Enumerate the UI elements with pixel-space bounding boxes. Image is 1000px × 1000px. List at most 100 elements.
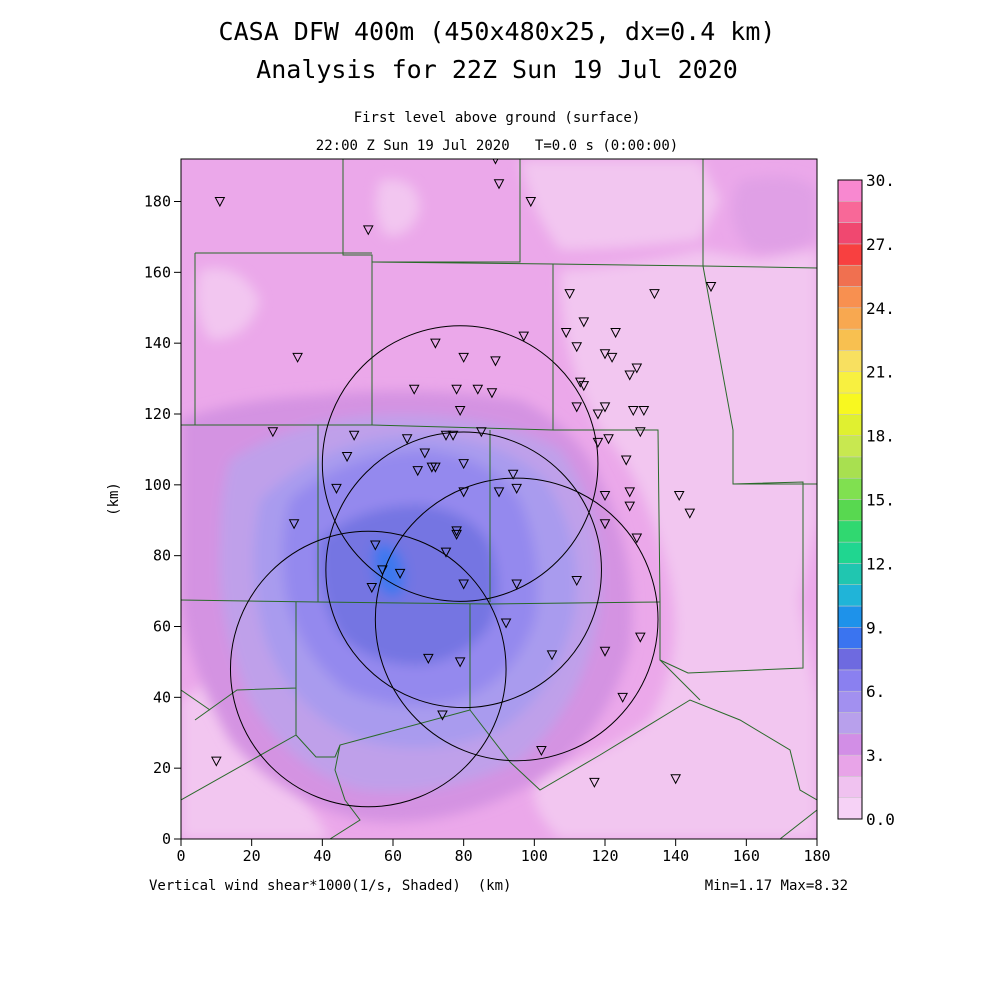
- station-marker: [617, 692, 628, 703]
- station-marker: [370, 540, 381, 551]
- station-marker: [578, 381, 590, 392]
- colorbar-label: 0.0: [866, 810, 895, 829]
- station-marker: [649, 289, 660, 300]
- x-tick-label: 120: [591, 847, 618, 865]
- colorbar-swatch: [837, 520, 863, 543]
- station-marker: [458, 459, 469, 470]
- station-marker: [610, 328, 621, 339]
- station-marker: [635, 427, 646, 438]
- station-marker: [673, 490, 685, 502]
- station-marker: [476, 427, 487, 438]
- level-text: First level above ground (surface): [354, 110, 641, 126]
- station-marker: [511, 579, 522, 590]
- station-marker: [490, 356, 501, 367]
- station-marker: [592, 437, 604, 448]
- station-marker: [440, 547, 452, 558]
- colorbar-label: 15.: [866, 491, 895, 510]
- station-marker: [430, 462, 441, 473]
- station-marker: [599, 349, 611, 360]
- colorbar-swatch: [837, 477, 863, 500]
- colorbar-label: 9.: [866, 618, 885, 637]
- chart-title: CASA DFW 400m (450x480x25, dx=0.4 km): [219, 17, 776, 46]
- colorbar-frame: [837, 179, 863, 820]
- station-marker: [423, 653, 434, 664]
- station-marker: [589, 777, 600, 788]
- y-tick-label: 100: [144, 476, 171, 494]
- station-marker: [486, 388, 498, 399]
- station-marker: [430, 338, 441, 349]
- colorbar-swatch: [837, 627, 863, 649]
- y-tick-label: 180: [144, 193, 171, 211]
- station-marker: [440, 430, 452, 441]
- station-marker: [214, 197, 226, 208]
- y-tick-label: 80: [153, 547, 171, 565]
- station-marker: [574, 377, 586, 388]
- x-tick-label: 20: [243, 847, 261, 865]
- station-marker: [592, 409, 604, 420]
- station-marker: [635, 632, 646, 643]
- station-marker: [458, 487, 469, 498]
- station-marker: [408, 384, 420, 395]
- colorbar-swatch: [837, 648, 863, 671]
- station-marker: [599, 519, 611, 530]
- station-marker: [454, 657, 466, 668]
- colorbar-label: 30.: [866, 171, 895, 190]
- station-marker: [606, 352, 618, 363]
- colorbar-label: 12.: [866, 554, 895, 573]
- colorbar-swatch: [837, 264, 863, 287]
- colorbar-swatch: [837, 563, 863, 585]
- station-marker: [624, 370, 636, 381]
- station-marker: [571, 575, 583, 587]
- colorbar-swatch: [837, 733, 863, 756]
- colorbar-label: 6.: [866, 682, 885, 701]
- x-tick-label: 0: [176, 847, 185, 865]
- station-marker: [458, 352, 469, 363]
- station-marker: [454, 405, 466, 417]
- x-axis: 0 20 40 60 80 100 120 140 160 180: [176, 839, 831, 865]
- colorbar-swatch: [837, 371, 863, 394]
- colorbar-label: 24.: [866, 299, 895, 318]
- station-marker: [518, 331, 530, 342]
- colorbar-swatch: [837, 690, 863, 713]
- station-marker: [624, 487, 636, 498]
- station-marker: [500, 618, 512, 629]
- chart-subtitle: Analysis for 22Z Sun 19 Jul 2020: [256, 55, 738, 84]
- station-marker: [472, 384, 484, 395]
- station-marker: [511, 483, 522, 494]
- station-marker: [341, 452, 353, 463]
- shear-field-contours: [181, 391, 632, 822]
- x-tick-label: 180: [803, 847, 830, 865]
- colorbar-label: 21.: [866, 363, 895, 382]
- station-marker: [451, 526, 462, 537]
- y-tick-label: 120: [144, 405, 171, 423]
- station-marker: [419, 448, 431, 459]
- station-marker: [493, 487, 505, 498]
- station-marker: [394, 568, 406, 579]
- station-marker: [705, 282, 717, 293]
- radar-rings: [229, 325, 659, 808]
- station-marker: [362, 225, 374, 236]
- colorbar-swatch: [837, 307, 863, 330]
- footer-left: Vertical wind shear*1000(1/s, Shaded) (k…: [149, 878, 511, 894]
- colorbar-label: 27.: [866, 235, 895, 254]
- y-axis-label: (km): [106, 482, 122, 516]
- radar-ring: [325, 431, 602, 709]
- station-marker: [412, 466, 424, 477]
- station-marker: [458, 579, 469, 590]
- station-marker: [599, 402, 611, 413]
- y-tick-label: 140: [144, 334, 171, 352]
- station-marker: [288, 519, 300, 530]
- colorbar-swatch: [837, 286, 863, 309]
- radar-ring: [321, 325, 599, 602]
- y-tick-label: 40: [153, 688, 171, 706]
- county-boundaries: [181, 159, 817, 839]
- colorbar-swatch: [837, 350, 863, 372]
- station-marker: [493, 179, 505, 190]
- station-marker: [670, 774, 681, 785]
- colorbar-swatch: [837, 179, 863, 202]
- colorbar-swatch: [837, 243, 863, 266]
- station-marker: [377, 565, 388, 576]
- colorbar-swatch: [837, 754, 863, 777]
- station-marker: [451, 529, 462, 540]
